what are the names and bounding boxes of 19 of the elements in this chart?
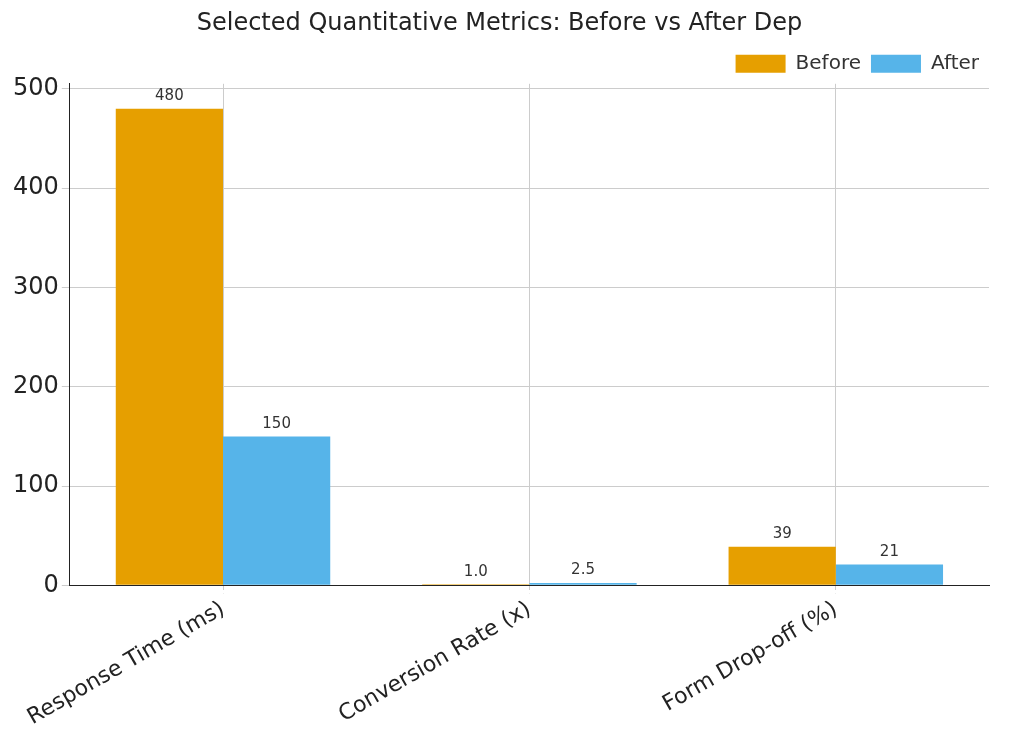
bar bbox=[115, 108, 224, 585]
legend-label: After bbox=[930, 50, 980, 74]
y-tick-label: 0 bbox=[43, 569, 59, 598]
data-label: 21 bbox=[879, 541, 899, 560]
data-label: 1.0 bbox=[463, 561, 488, 580]
y-tick-label: 500 bbox=[13, 73, 59, 101]
data-label: 39 bbox=[772, 524, 792, 543]
bar bbox=[728, 546, 836, 585]
y-tick-label: 400 bbox=[13, 172, 59, 201]
chart-title: Selected Quantitative Metrics: Before vs After Dep bbox=[196, 7, 803, 36]
y-tick-label: 200 bbox=[13, 370, 59, 399]
bar bbox=[223, 436, 331, 585]
bar bbox=[835, 564, 944, 585]
data-label: 480 bbox=[155, 86, 184, 105]
data-label: 2.5 bbox=[571, 560, 595, 579]
y-tick-label: 300 bbox=[13, 271, 59, 300]
legend-label: Before bbox=[795, 50, 861, 74]
y-tick-label: 100 bbox=[13, 470, 59, 499]
data-label: 150 bbox=[262, 413, 291, 432]
